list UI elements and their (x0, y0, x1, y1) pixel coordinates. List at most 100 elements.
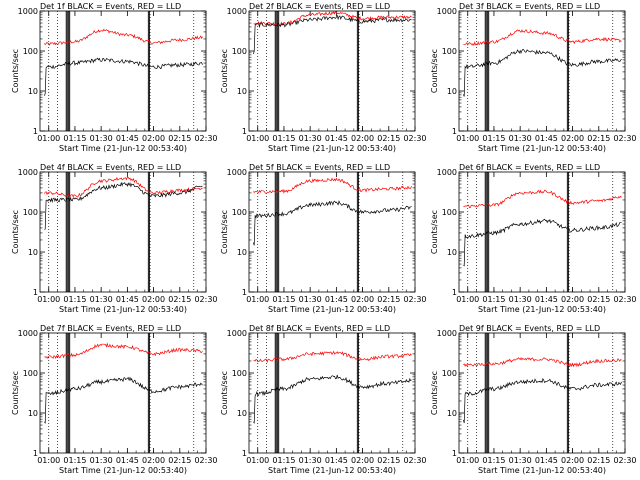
plot-frame (248, 332, 416, 454)
x-tick-label: 01:30 (90, 295, 113, 304)
x-tick-label: 02:00 (351, 456, 374, 465)
y-tick-label: 1000 (227, 168, 247, 177)
x-tick-label: 01:00 (246, 295, 269, 304)
x-tick-label: 01:45 (535, 134, 558, 143)
x-tick-label: 01:00 (456, 295, 479, 304)
x-tick-label: 02:30 (194, 456, 217, 465)
x-axis-label: Start Time (21-Jun-12 00:53:40) (478, 305, 606, 314)
x-tick-label: 01:45 (535, 295, 558, 304)
x-tick-label: 01:00 (37, 134, 60, 143)
events-series-line (44, 376, 203, 424)
x-tick-label: 02:30 (613, 456, 636, 465)
lld-series-line (253, 177, 412, 194)
x-tick-label: 02:30 (403, 295, 426, 304)
x-tick-label: 01:15 (482, 134, 505, 143)
y-tick-label: 10 (28, 87, 38, 96)
panel-title: Det 7f BLACK = Events, RED = LLD (40, 324, 181, 333)
x-tick-label: 01:00 (37, 295, 60, 304)
x-tick-label: 02:15 (168, 134, 191, 143)
x-tick-label: 01:00 (456, 134, 479, 143)
lld-series-line (253, 10, 412, 26)
plot-frame (39, 10, 207, 132)
y-tick-label: 1 (242, 288, 247, 297)
x-tick-label: 02:30 (613, 295, 636, 304)
plot-frame (248, 171, 416, 293)
y-tick-label: 1 (242, 449, 247, 458)
events-series-line (44, 182, 203, 230)
x-tick-label: 02:30 (194, 295, 217, 304)
y-tick-label: 100 (232, 369, 247, 378)
y-tick-label: 1 (452, 127, 457, 136)
y-tick-label: 1 (452, 288, 457, 297)
x-tick-label: 01:15 (272, 456, 295, 465)
x-axis-label: Start Time (21-Jun-12 00:53:40) (268, 466, 396, 475)
x-tick-label: 02:00 (142, 295, 165, 304)
x-tick-label: 01:45 (535, 456, 558, 465)
x-tick-label: 01:15 (63, 456, 86, 465)
y-tick-label: 100 (442, 369, 457, 378)
x-tick-label: 01:30 (299, 295, 322, 304)
panel-title: Det 6f BLACK = Events, RED = LLD (459, 163, 600, 172)
x-tick-label: 01:15 (63, 134, 86, 143)
y-axis-label: Counts/sec (11, 210, 20, 254)
x-tick-label: 01:15 (272, 295, 295, 304)
y-tick-label: 100 (23, 369, 38, 378)
panel-title: Det 9f BLACK = Events, RED = LLD (459, 324, 600, 333)
events-series-line (463, 48, 622, 97)
y-tick-label: 1 (242, 127, 247, 136)
y-tick-label: 1000 (437, 7, 457, 16)
plot-frame (458, 10, 626, 132)
x-axis-label: Start Time (21-Jun-12 00:53:40) (59, 466, 187, 475)
x-tick-label: 01:30 (509, 134, 532, 143)
x-tick-label: 02:00 (351, 295, 374, 304)
x-tick-label: 02:15 (587, 295, 610, 304)
plot-frame (248, 10, 416, 132)
panel-title: Det 1f BLACK = Events, RED = LLD (40, 2, 181, 11)
x-tick-label: 01:45 (325, 456, 348, 465)
x-tick-label: 02:30 (194, 134, 217, 143)
x-tick-label: 02:00 (142, 134, 165, 143)
lld-series-line (44, 342, 203, 360)
x-tick-label: 01:30 (299, 456, 322, 465)
y-tick-label: 10 (28, 248, 38, 257)
panel-title: Det 3f BLACK = Events, RED = LLD (459, 2, 600, 11)
x-tick-label: 02:15 (377, 456, 400, 465)
x-tick-label: 01:30 (90, 456, 113, 465)
x-tick-label: 01:45 (116, 295, 139, 304)
y-axis-label: Counts/sec (220, 210, 229, 254)
x-tick-label: 01:15 (63, 295, 86, 304)
events-series-line (253, 14, 412, 55)
lld-series-line (253, 350, 412, 363)
panel-title: Det 2f BLACK = Events, RED = LLD (249, 2, 390, 11)
x-tick-label: 02:15 (377, 295, 400, 304)
panel-title: Det 8f BLACK = Events, RED = LLD (249, 324, 390, 333)
panel-title: Det 4f BLACK = Events, RED = LLD (40, 163, 181, 172)
x-tick-label: 01:00 (246, 456, 269, 465)
y-tick-label: 100 (23, 208, 38, 217)
lld-series-line (463, 189, 622, 209)
lld-series-line (44, 28, 203, 46)
x-tick-label: 02:30 (613, 134, 636, 143)
events-series-line (44, 57, 203, 96)
lld-series-line (44, 176, 203, 198)
events-series-line (463, 377, 622, 424)
x-tick-label: 02:15 (377, 134, 400, 143)
y-tick-label: 1000 (227, 329, 247, 338)
y-tick-label: 10 (447, 87, 457, 96)
x-tick-label: 01:00 (37, 456, 60, 465)
y-axis-label: Counts/sec (11, 371, 20, 415)
x-tick-label: 01:15 (272, 134, 295, 143)
y-tick-label: 10 (237, 409, 247, 418)
x-tick-label: 02:00 (142, 456, 165, 465)
x-tick-label: 01:15 (482, 295, 505, 304)
y-axis-label: Counts/sec (220, 49, 229, 93)
y-tick-label: 10 (447, 409, 457, 418)
x-axis-label: Start Time (21-Jun-12 00:53:40) (478, 144, 606, 153)
y-tick-label: 100 (232, 208, 247, 217)
y-axis-label: Counts/sec (430, 371, 439, 415)
y-tick-label: 100 (442, 208, 457, 217)
x-tick-label: 02:15 (168, 295, 191, 304)
x-tick-label: 02:15 (587, 456, 610, 465)
lld-series-line (463, 356, 622, 368)
x-axis-label: Start Time (21-Jun-12 00:53:40) (478, 466, 606, 475)
